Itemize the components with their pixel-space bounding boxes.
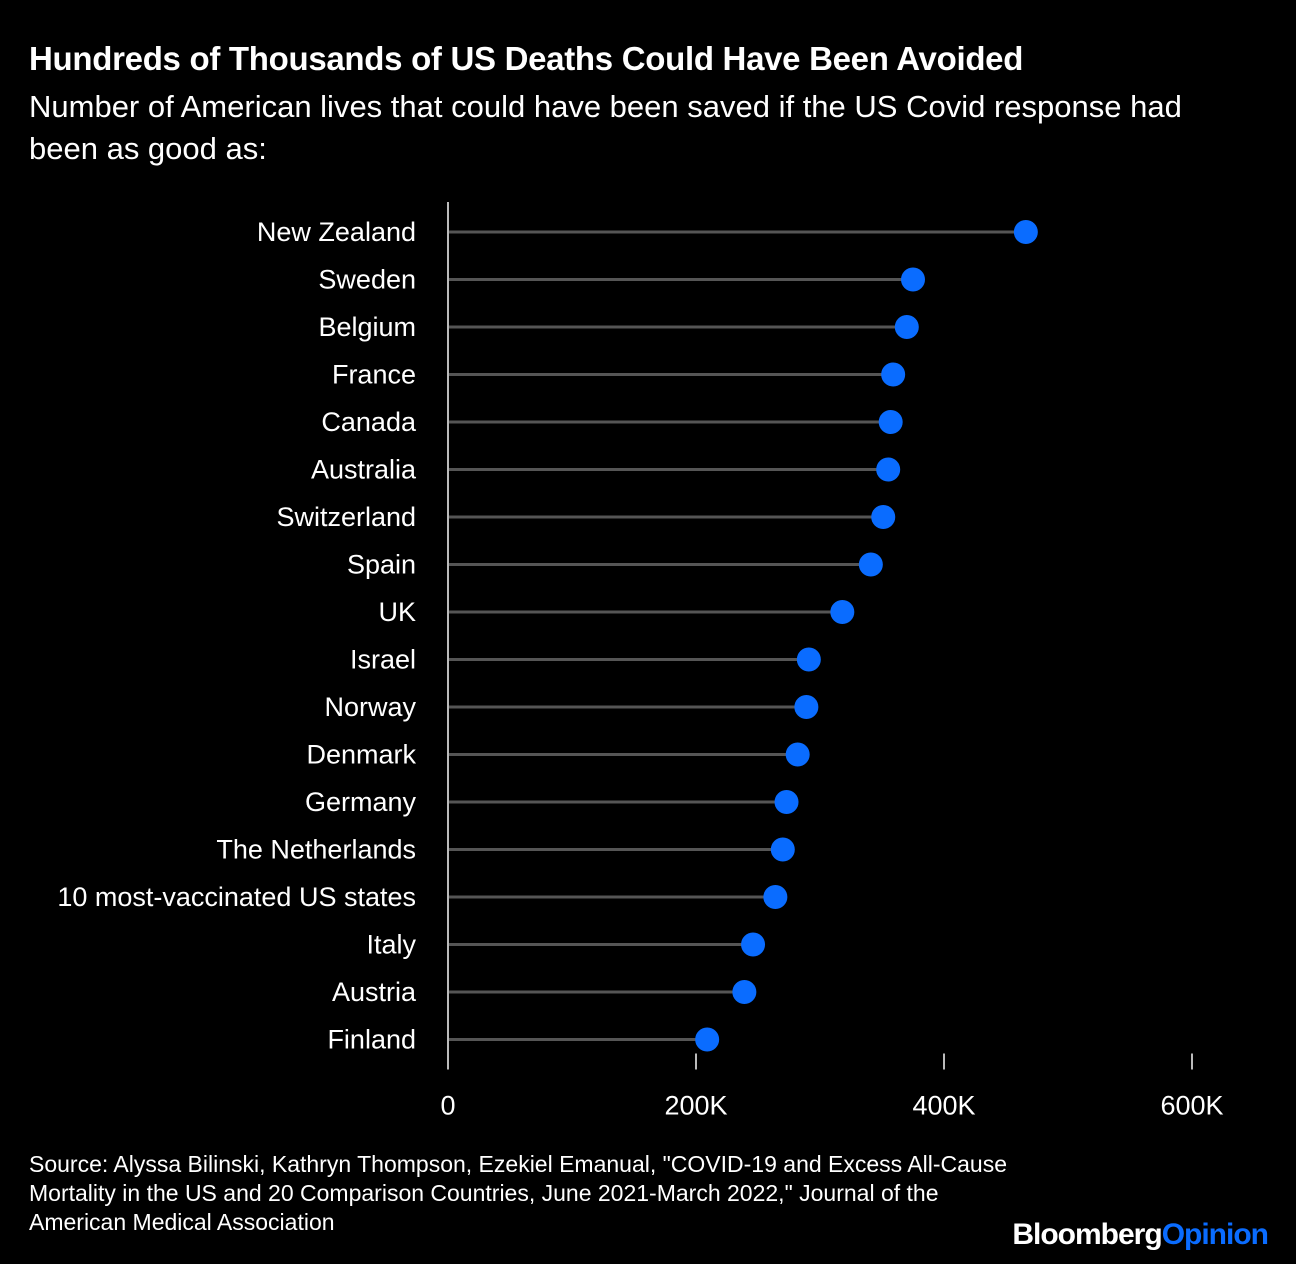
category-label: Switzerland: [276, 502, 416, 532]
data-point: [785, 742, 810, 767]
data-point: [894, 315, 919, 339]
category-label: France: [332, 360, 416, 390]
brand-primary: Bloomberg: [1012, 1218, 1162, 1251]
dots-layer: [695, 220, 1038, 1052]
stems-layer: [448, 230, 1026, 1041]
category-label: Spain: [347, 550, 416, 580]
data-point: [1013, 220, 1038, 244]
brand-secondary: Opinion: [1161, 1218, 1269, 1251]
data-point: [881, 362, 906, 387]
data-point: [876, 457, 901, 482]
x-axis: 0 200K 400K 600K: [440, 1053, 1224, 1121]
data-point: [763, 885, 788, 909]
category-label: 10 most-vaccinated US states: [57, 882, 416, 912]
data-point: [871, 505, 896, 529]
x-tick-label: 400K: [912, 1091, 975, 1121]
data-point: [732, 980, 757, 1004]
x-tick-label: 600K: [1160, 1091, 1223, 1121]
category-label: Australia: [311, 455, 417, 485]
data-point: [770, 837, 795, 862]
data-point: [774, 790, 799, 814]
category-label: Austria: [332, 977, 417, 1007]
data-point: [878, 410, 903, 434]
category-label: Sweden: [318, 265, 416, 295]
category-label: Finland: [327, 1025, 416, 1055]
category-label: UK: [378, 597, 416, 627]
data-point: [830, 600, 855, 624]
category-label: Italy: [366, 930, 416, 960]
category-labels: New Zealand Sweden Belgium France Canada Aust…: [57, 217, 417, 1055]
data-point: [741, 932, 766, 957]
x-tick-label: 200K: [664, 1091, 727, 1121]
chart-title: Hundreds of Thousands of US Deaths Could…: [29, 40, 1024, 77]
data-point: [858, 552, 883, 577]
lollipop-chart: 0 200K 400K 600K New Zealand Sweden Belgium Fr…: [57, 202, 1224, 1121]
brand-logo: BloombergOpinion: [1012, 1218, 1269, 1252]
x-tick-label: 0: [440, 1091, 455, 1121]
category-label: Germany: [305, 787, 417, 817]
data-point: [796, 647, 821, 672]
data-point: [794, 695, 819, 719]
category-label: New Zealand: [257, 217, 416, 247]
category-label: Israel: [350, 645, 416, 675]
chart-subtitle: Number of American lives that could have…: [29, 89, 1182, 166]
source-note: Source: Alyssa Bilinski, Kathryn Thompso…: [29, 1151, 1008, 1235]
category-label: Denmark: [306, 740, 416, 770]
category-label: Norway: [324, 692, 416, 722]
category-label: Canada: [321, 407, 417, 437]
data-point: [901, 267, 925, 292]
category-label: The Netherlands: [216, 835, 416, 865]
category-label: Belgium: [318, 312, 416, 342]
data-point: [695, 1027, 720, 1052]
